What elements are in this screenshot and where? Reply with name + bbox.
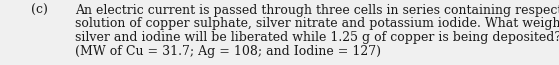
Text: silver and iodine will be liberated while 1.25 g of copper is being deposited?: silver and iodine will be liberated whil… [75,31,559,44]
Text: solution of copper sulphate, silver nitrate and potassium iodide. What weights o: solution of copper sulphate, silver nitr… [75,17,559,30]
Text: (c): (c) [31,4,48,17]
Text: (MW of Cu = 31.7; Ag = 108; and Iodine = 127): (MW of Cu = 31.7; Ag = 108; and Iodine =… [75,45,381,58]
Text: An electric current is passed through three cells in series containing respectiv: An electric current is passed through th… [75,4,559,17]
